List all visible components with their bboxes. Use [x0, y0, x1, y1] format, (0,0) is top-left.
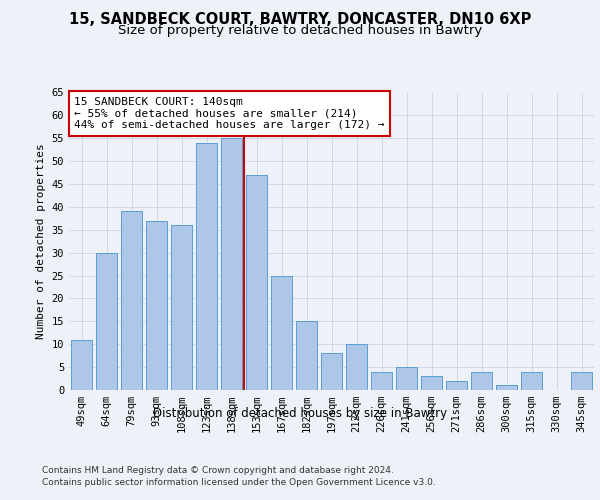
Y-axis label: Number of detached properties: Number of detached properties [36, 144, 46, 339]
Text: Contains HM Land Registry data © Crown copyright and database right 2024.: Contains HM Land Registry data © Crown c… [42, 466, 394, 475]
Bar [146, 220, 167, 390]
Bar [296, 322, 317, 390]
Bar [96, 252, 117, 390]
Bar [371, 372, 392, 390]
Text: 15 SANDBECK COURT: 140sqm
← 55% of detached houses are smaller (214)
44% of semi: 15 SANDBECK COURT: 140sqm ← 55% of detac… [74, 97, 385, 130]
Bar [471, 372, 492, 390]
Bar [246, 175, 267, 390]
Bar [421, 376, 442, 390]
Text: Size of property relative to detached houses in Bawtry: Size of property relative to detached ho… [118, 24, 482, 37]
Bar [71, 340, 92, 390]
Bar [271, 276, 292, 390]
Bar [521, 372, 542, 390]
Text: Contains public sector information licensed under the Open Government Licence v3: Contains public sector information licen… [42, 478, 436, 487]
Bar [346, 344, 367, 390]
Bar [196, 143, 217, 390]
Bar [496, 386, 517, 390]
Bar [121, 212, 142, 390]
Bar [446, 381, 467, 390]
Text: Distribution of detached houses by size in Bawtry: Distribution of detached houses by size … [153, 408, 447, 420]
Bar [221, 138, 242, 390]
Bar [321, 354, 342, 390]
Bar [171, 225, 192, 390]
Text: 15, SANDBECK COURT, BAWTRY, DONCASTER, DN10 6XP: 15, SANDBECK COURT, BAWTRY, DONCASTER, D… [69, 12, 531, 28]
Bar [571, 372, 592, 390]
Bar [396, 367, 417, 390]
